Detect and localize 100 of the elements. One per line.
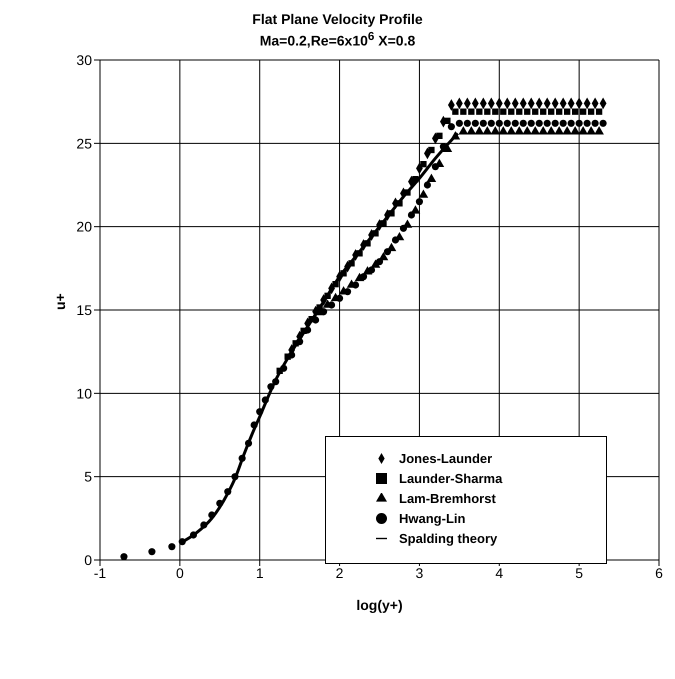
point	[380, 220, 387, 226]
y-tick-label: 15	[76, 302, 92, 318]
point	[304, 326, 312, 334]
point	[556, 108, 562, 114]
point	[400, 224, 408, 232]
chart-title: Flat Plane Velocity Profile	[251, 10, 424, 28]
point	[364, 240, 371, 246]
point	[360, 272, 368, 280]
x-tick-label: 0	[176, 564, 184, 581]
legend-label: Hwang-Lin	[399, 510, 466, 526]
point	[408, 211, 416, 218]
point	[564, 108, 570, 114]
point	[120, 552, 128, 560]
point	[554, 126, 564, 134]
point	[538, 126, 548, 134]
point	[256, 408, 264, 415]
point	[392, 236, 400, 244]
point	[336, 294, 344, 302]
point	[312, 316, 320, 324]
point	[340, 270, 347, 276]
point	[532, 108, 538, 114]
point	[530, 126, 540, 134]
x-tick-label: 4	[495, 564, 504, 581]
point	[244, 439, 252, 447]
point	[272, 378, 280, 385]
point	[456, 119, 463, 127]
point	[208, 511, 216, 518]
point	[588, 108, 594, 114]
point	[514, 126, 524, 134]
point	[324, 292, 331, 299]
point	[552, 119, 559, 127]
point	[520, 119, 527, 127]
point	[448, 122, 455, 130]
point	[368, 266, 376, 274]
legend-label: Lam-Bremhorst	[399, 490, 496, 506]
point	[474, 126, 484, 134]
point	[508, 108, 514, 114]
point	[600, 119, 607, 127]
point	[450, 130, 460, 140]
point	[332, 280, 339, 287]
point	[267, 382, 274, 390]
y-tick-label: 20	[76, 218, 92, 234]
point	[476, 108, 482, 114]
point	[231, 472, 239, 480]
x-tick-label: -1	[94, 564, 106, 581]
point	[546, 126, 556, 134]
y-tick-label: 10	[76, 384, 92, 401]
point	[516, 108, 522, 114]
point	[356, 250, 363, 256]
point	[496, 119, 503, 127]
point	[562, 126, 572, 134]
legend-label: Jones-Launder	[399, 450, 492, 466]
point	[578, 126, 588, 134]
point	[480, 119, 487, 127]
point	[488, 119, 495, 127]
point	[594, 126, 604, 134]
point	[148, 548, 156, 555]
point	[596, 108, 602, 114]
point	[280, 364, 288, 372]
point	[548, 108, 554, 114]
point	[452, 108, 459, 114]
point	[512, 119, 519, 127]
point	[288, 351, 296, 358]
point	[576, 119, 583, 127]
point	[420, 160, 427, 167]
point	[224, 488, 232, 495]
point	[482, 126, 492, 134]
point	[506, 126, 516, 134]
point	[416, 198, 423, 205]
point	[592, 119, 599, 127]
point	[444, 117, 451, 124]
chart-subtitle: Ma=0.2,Re=6x10$^{6}$ X=0.8	[258, 29, 416, 50]
point	[504, 119, 511, 127]
point	[586, 126, 596, 134]
y-tick-label: 0	[84, 552, 92, 568]
point	[426, 173, 436, 182]
point	[296, 338, 304, 345]
point	[436, 132, 443, 139]
point	[384, 248, 392, 255]
legend-label: Spalding theory	[399, 530, 498, 546]
x-tick-label: 6	[655, 564, 664, 581]
y-axis-title: u+	[52, 292, 68, 310]
point	[498, 126, 508, 134]
point	[524, 108, 530, 114]
point	[216, 499, 224, 507]
x-axis-title: log(y+)	[356, 596, 403, 613]
point	[522, 126, 532, 134]
point	[500, 108, 506, 114]
point	[492, 108, 498, 114]
x-tick-label: 3	[416, 564, 424, 581]
y-tick-label: 30	[76, 52, 92, 68]
point	[200, 521, 208, 528]
point	[468, 108, 474, 114]
point	[396, 200, 403, 206]
point	[490, 126, 500, 134]
point	[250, 421, 258, 428]
point	[412, 176, 419, 182]
x-tick-label: 2	[336, 564, 344, 581]
point	[418, 189, 428, 198]
point	[472, 119, 479, 127]
